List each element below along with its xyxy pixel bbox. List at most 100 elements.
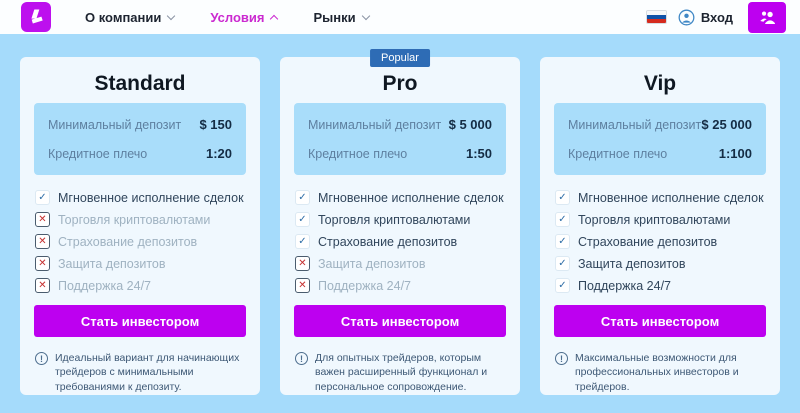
cross-icon: ✕ [35, 234, 50, 249]
feature-label: Торговля криптовалютами [318, 212, 471, 227]
feature-label: Торговля криптовалютами [58, 212, 211, 227]
stat-label: Минимальный депозит [308, 117, 442, 132]
become-investor-button[interactable]: Стать инвестором [554, 305, 766, 337]
nav-item-markets[interactable]: Рынки [313, 9, 370, 25]
feature-label: Поддержка 24/7 [578, 278, 672, 293]
feature-item: ✕ Поддержка 24/7 [35, 278, 246, 293]
check-icon: ✓ [295, 212, 310, 227]
chevron-up-icon [270, 14, 279, 23]
feature-label: Страхование депозитов [578, 234, 718, 249]
check-icon: ✓ [555, 256, 570, 271]
plan-stats: Минимальный депозит $ 5 000 Кредитное пл… [294, 103, 506, 175]
become-investor-button[interactable]: Стать инвестором [294, 305, 506, 337]
become-investor-button[interactable]: Стать инвестором [34, 305, 246, 337]
stat-value: $ 25 000 [701, 117, 752, 132]
check-icon: ✓ [35, 190, 50, 205]
account-users-button[interactable] [748, 1, 786, 33]
login-button[interactable]: Вход [678, 9, 733, 26]
feature-item: ✕ Торговля криптовалютами [35, 212, 246, 227]
feature-label: Поддержка 24/7 [318, 278, 412, 293]
check-icon: ✓ [295, 234, 310, 249]
cross-icon: ✕ [295, 278, 310, 293]
plan-note: Максимальные возможности для профессиона… [555, 351, 766, 394]
feature-item: ✓ Защита депозитов [555, 256, 766, 271]
check-icon: ✓ [295, 190, 310, 205]
chevron-down-icon [167, 11, 176, 21]
cross-icon: ✕ [295, 256, 310, 271]
feature-item: ✕ Поддержка 24/7 [295, 278, 506, 293]
feature-item: ✓ Мгновенное исполнение сделок [295, 190, 506, 205]
russia-flag-icon[interactable] [645, 10, 667, 24]
check-icon: ✓ [555, 234, 570, 249]
feature-label: Мгновенное исполнение сделок [578, 190, 764, 205]
logo-glyph-icon [31, 9, 43, 24]
feature-label: Мгновенное исполнение сделок [318, 190, 504, 205]
feature-item: ✓ Мгновенное исполнение сделок [555, 190, 766, 205]
feature-label: Страхование депозитов [318, 234, 458, 249]
cross-icon: ✕ [35, 278, 50, 293]
plan-title: Standard [94, 72, 186, 95]
feature-item: ✕ Страхование депозитов [35, 234, 246, 249]
plan-title: Vip [643, 72, 677, 95]
feature-label: Мгновенное исполнение сделок [58, 190, 244, 205]
feature-item: ✕ Защита депозитов [35, 256, 246, 271]
feature-item: ✓ Торговля криптовалютами [295, 212, 506, 227]
cross-icon: ✕ [35, 256, 50, 271]
stat-label: Кредитное плечо [568, 146, 668, 161]
feature-label: Страхование депозитов [58, 234, 198, 249]
check-icon: ✓ [555, 278, 570, 293]
stat-row: Минимальный депозит $ 5 000 [308, 110, 492, 139]
plan-note: Для опытных трейдеров, которым важен рас… [295, 351, 506, 394]
feature-label: Поддержка 24/7 [58, 278, 152, 293]
feature-list: ✓ Мгновенное исполнение сделок ✕ Торговля … [35, 190, 246, 293]
feature-list: ✓ Мгновенное исполнение сделок ✓ Торговля … [295, 190, 506, 293]
info-icon [555, 352, 568, 365]
feature-item: ✓ Страхование депозитов [295, 234, 506, 249]
info-icon [295, 352, 308, 365]
popular-badge: Popular [370, 49, 430, 67]
feature-list: ✓ Мгновенное исполнение сделок ✓ Торговля … [555, 190, 766, 293]
cross-icon: ✕ [35, 212, 50, 227]
stat-row: Минимальный депозит $ 150 [48, 110, 232, 139]
info-icon [35, 352, 48, 365]
nav-item-about[interactable]: О компании [85, 9, 176, 25]
top-bar: О компании Условия Рынки Вход [0, 0, 800, 34]
feature-label: Торговля криптовалютами [578, 212, 731, 227]
nav-label: Условия [210, 9, 265, 25]
nav-label: Рынки [313, 9, 356, 25]
stat-row: Кредитное плечо 1:20 [48, 139, 232, 168]
plan-stats: Минимальный депозит $ 25 000 Кредитное п… [554, 103, 766, 175]
feature-item: ✓ Мгновенное исполнение сделок [35, 190, 246, 205]
stat-row: Минимальный депозит $ 25 000 [568, 110, 752, 139]
feature-item: ✕ Защита депозитов [295, 256, 506, 271]
stat-row: Кредитное плечо 1:50 [308, 139, 492, 168]
feature-label: Защита депозитов [578, 256, 686, 271]
chevron-down-icon [361, 11, 370, 21]
pricing-section: Standard Минимальный депозит $ 150 Креди… [0, 34, 800, 413]
feature-label: Защита депозитов [58, 256, 166, 271]
login-label: Вход [700, 9, 733, 25]
plan-card-pro: Popular Pro Минимальный депозит $ 5 000 … [280, 49, 520, 395]
plan-card-vip: Vip Минимальный депозит $ 25 000 Кредитн… [540, 57, 780, 395]
brand-logo-icon[interactable] [21, 2, 51, 32]
stat-value: 1:20 [205, 146, 232, 161]
plan-card-standard: Standard Минимальный депозит $ 150 Креди… [20, 57, 260, 395]
note-text: Идеальный вариант для начинающих трейдер… [55, 352, 240, 393]
stat-row: Кредитное плечо 1:100 [568, 139, 752, 168]
stat-value: 1:50 [465, 146, 492, 161]
nav-label: О компании [85, 9, 162, 25]
check-icon: ✓ [555, 190, 570, 205]
feature-item: ✓ Торговля криптовалютами [555, 212, 766, 227]
nav-item-conditions[interactable]: Условия [210, 9, 279, 25]
stat-value: $ 150 [199, 117, 232, 132]
check-icon: ✓ [555, 212, 570, 227]
users-icon [759, 11, 775, 24]
note-text: Максимальные возможности для профессиона… [575, 352, 739, 393]
header-right: Вход [645, 1, 786, 33]
plan-title: Pro [382, 72, 418, 95]
feature-item: ✓ Поддержка 24/7 [555, 278, 766, 293]
main-nav: О компании Условия Рынки [85, 9, 370, 25]
stat-label: Минимальный депозит [568, 117, 702, 132]
stat-label: Кредитное плечо [308, 146, 408, 161]
feature-item: ✓ Страхование депозитов [555, 234, 766, 249]
